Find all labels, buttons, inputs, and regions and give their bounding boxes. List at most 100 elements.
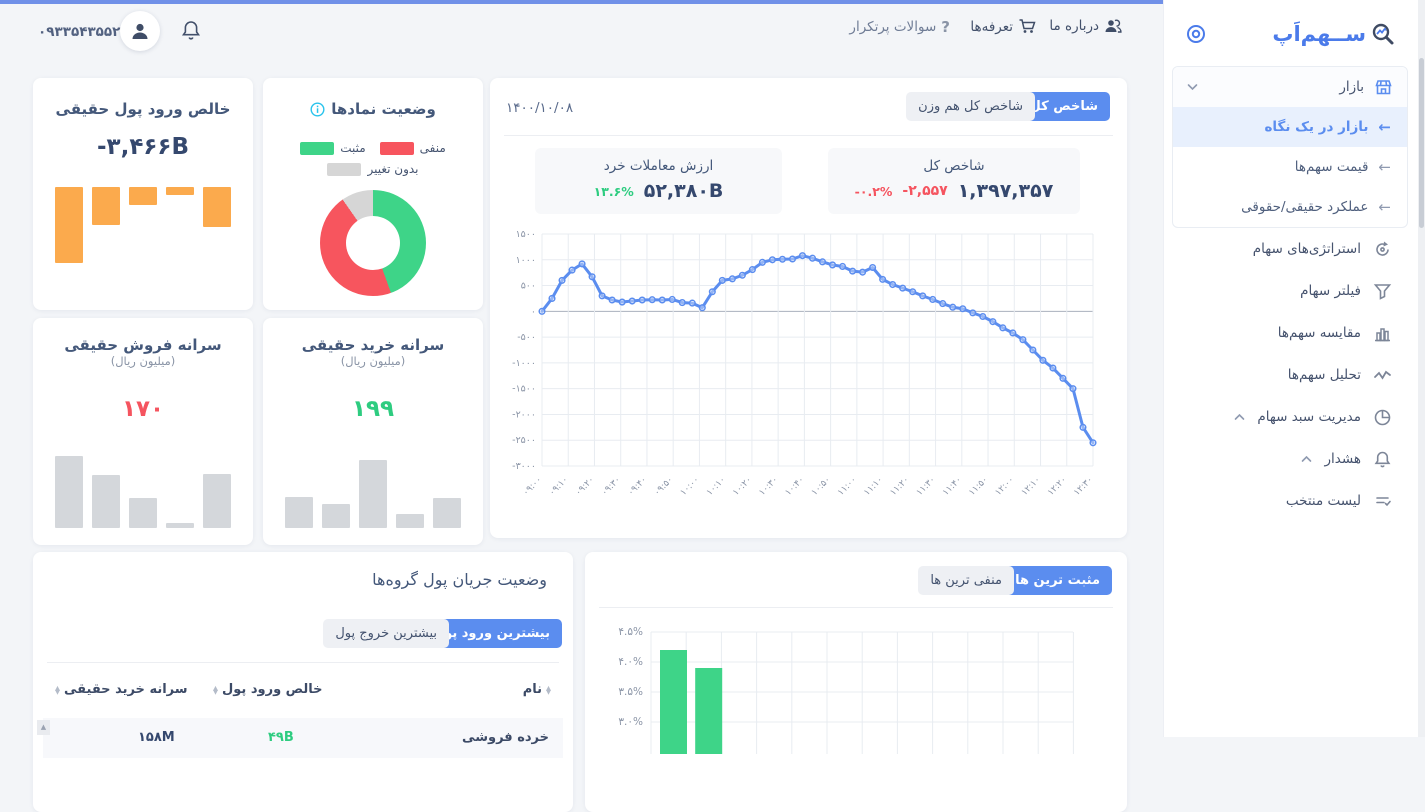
trade-value-statbox: ارزش معاملات خرد ۱۳.۶% ۵۲,۳۸۰B xyxy=(535,148,782,214)
sidebar-item-label: بازار xyxy=(1339,79,1364,95)
sidebar-item-label: هشدار xyxy=(1324,451,1361,467)
store-icon xyxy=(1374,78,1393,97)
pie-chart-icon xyxy=(1373,408,1392,427)
tab-most-positive[interactable]: مثبت ترین ها xyxy=(1003,566,1112,595)
card-title: سرانه فروش حقیقی xyxy=(64,336,222,354)
mini-bar xyxy=(396,514,424,528)
checklist-icon xyxy=(1373,492,1392,511)
users-icon xyxy=(1104,18,1122,34)
column-header-name[interactable]: ▲ ▼ نام xyxy=(522,682,551,697)
mini-bar xyxy=(92,475,120,528)
phone-number[interactable]: ۰۹۳۳۵۴۳۵۵۲۳ xyxy=(38,24,129,40)
svg-text:۱۱:۴۰: ۱۱:۴۰ xyxy=(941,475,964,498)
sort-icon[interactable]: ▲ ▼ xyxy=(213,683,218,696)
sidebar-item-watchlist[interactable]: لیست منتخب xyxy=(1172,480,1408,522)
sidebar: ســهم‌اَپ بازار ← بازار در یک نگاه ← قیم… xyxy=(1163,0,1418,737)
svg-text:۱۵۰۰: ۱۵۰۰ xyxy=(516,229,536,240)
legend-swatch-red xyxy=(379,141,414,155)
column-header-buy-per-capita[interactable]: سرانه خرید حقیقی ▲ ▼ xyxy=(55,682,188,697)
tab-equal-weight-index[interactable]: شاخص کل هم وزن xyxy=(906,92,1035,121)
target-icon[interactable] xyxy=(1185,23,1207,45)
mini-bar xyxy=(166,523,194,528)
sidebar-subitem-label: عملکرد حقیقی/حقوقی xyxy=(1241,199,1369,215)
header-link-faq[interactable]: ? سوالات پرتکرار xyxy=(849,18,950,36)
svg-text:۳.۵%: ۳.۵% xyxy=(618,686,643,698)
svg-text:۱۲:۰۰: ۱۲:۰۰ xyxy=(994,475,1017,498)
header-link-about[interactable]: درباره ما xyxy=(1049,18,1122,34)
svg-text:۱۰:۴۰: ۱۰:۴۰ xyxy=(784,475,807,498)
index-chart-card: شاخص کل شاخص کل هم وزن ۱۴۰۰/۱۰/۰۸ شاخص ک… xyxy=(490,78,1127,538)
svg-text:۰۹:۵۰: ۰۹:۵۰ xyxy=(652,475,675,498)
buy-per-capita-value: ۱۹۹ xyxy=(351,396,395,422)
svg-text:۱۱:۱۰: ۱۱:۱۰ xyxy=(862,475,885,498)
sidebar-item-label: لیست منتخب xyxy=(1285,493,1361,509)
info-icon[interactable] xyxy=(310,101,325,117)
svg-text:-۱۰۰۰: -۱۰۰۰ xyxy=(512,358,536,369)
avatar[interactable] xyxy=(120,11,160,51)
svg-text:۱۲:۳۰: ۱۲:۳۰ xyxy=(1072,475,1095,498)
donut-hole xyxy=(346,216,400,270)
header-link-pricing[interactable]: تعرفه‌ها xyxy=(970,18,1037,35)
sidebar-item-stock-prices[interactable]: ← قیمت سهم‌ها xyxy=(1173,147,1407,187)
sidebar-item-compare-stocks[interactable]: مقایسه سهم‌ها xyxy=(1172,312,1408,354)
svg-text:۱۲:۲۰: ۱۲:۲۰ xyxy=(1046,475,1069,498)
card-title: خالص ورود پول حقیقی xyxy=(55,100,231,118)
app-logo[interactable]: ســهم‌اَپ xyxy=(1272,21,1396,47)
table-scroll-up-arrow[interactable]: ▲ xyxy=(37,720,50,735)
funnel-icon xyxy=(1373,282,1392,301)
legend-swatch-gray xyxy=(327,162,362,176)
chevron-up-icon xyxy=(1234,413,1245,421)
top-movers-card: مثبت ترین ها منفی ترین ها ۴.۵% ۴.۰% ۳.۵% ۳.… xyxy=(585,552,1127,812)
sidebar-item-stock-strategies[interactable]: استراتژی‌های سهام xyxy=(1172,228,1408,270)
legend-positive: مثبت xyxy=(300,141,366,155)
svg-text:۰۹:۲۰: ۰۹:۲۰ xyxy=(574,475,597,498)
sidebar-item-market[interactable]: بازار xyxy=(1173,67,1407,107)
index-change-pct: -۰.۲% xyxy=(854,183,893,199)
question-icon: ? xyxy=(941,18,950,36)
header-link-label: درباره ما xyxy=(1049,18,1099,34)
sidebar-item-stock-filter[interactable]: فیلتر سهام xyxy=(1172,270,1408,312)
card-unit: (میلیون ریال) xyxy=(110,354,176,368)
sidebar-item-real-legal-performance[interactable]: ← عملکرد حقیقی/حقوقی xyxy=(1173,187,1407,227)
svg-text:-۳۰۰۰: -۳۰۰۰ xyxy=(512,461,536,472)
sidebar-subitem-label: قیمت سهم‌ها xyxy=(1294,159,1369,175)
sidebar-item-market-overview[interactable]: ← بازار در یک نگاه xyxy=(1173,107,1407,147)
mini-bar xyxy=(285,497,313,528)
sort-icon[interactable]: ▲ ▼ xyxy=(546,683,551,696)
notifications-bell-icon[interactable] xyxy=(180,19,202,43)
pulse-line-icon xyxy=(1373,366,1392,385)
buy-per-capita-card: سرانه خرید حقیقی (میلیون ریال) ۱۹۹ xyxy=(263,318,483,545)
cart-icon xyxy=(1018,18,1037,35)
svg-text:۱۱:۳۰: ۱۱:۳۰ xyxy=(915,475,938,498)
tab-most-negative[interactable]: منفی ترین ها xyxy=(918,566,1014,595)
svg-text:۴.۰%: ۴.۰% xyxy=(618,656,643,668)
tab-most-outflow[interactable]: بیشترین خروج پول xyxy=(323,619,449,648)
column-header-net-inflow[interactable]: خالص ورود پول ▲ ▼ xyxy=(213,682,323,697)
svg-text:۱۰:۳۰: ۱۰:۳۰ xyxy=(757,475,780,498)
svg-text:۰۹:۴۰: ۰۹:۴۰ xyxy=(626,475,649,498)
page-scrollbar[interactable] xyxy=(1418,0,1425,737)
chevron-up-icon xyxy=(1301,455,1312,463)
chevron-down-icon xyxy=(1187,83,1198,91)
svg-text:۳.۰%: ۳.۰% xyxy=(618,716,643,728)
card-title: سرانه خرید حقیقی xyxy=(301,336,445,354)
mini-bar xyxy=(92,187,120,225)
mini-bar xyxy=(359,460,387,528)
header-link-label: تعرفه‌ها xyxy=(970,18,1013,35)
trade-value-change: ۱۳.۶% xyxy=(593,183,634,199)
row-net-inflow: ۴۹B xyxy=(268,730,294,745)
card-title: وضعیت نمادها xyxy=(331,100,436,118)
svg-text:۵۰۰: ۵۰۰ xyxy=(521,281,536,292)
sort-icon[interactable]: ▲ ▼ xyxy=(55,683,60,696)
legend-swatch-green xyxy=(300,141,335,155)
symbols-donut-chart xyxy=(320,190,426,296)
scrollbar-thumb[interactable] xyxy=(1419,58,1424,228)
stat-label: ارزش معاملات خرد xyxy=(603,158,714,174)
sidebar-item-alerts[interactable]: هشدار xyxy=(1172,438,1408,480)
sidebar-item-analyze-stocks[interactable]: تحلیل سهم‌ها xyxy=(1172,354,1408,396)
sidebar-item-label: مدیریت سبد سهام xyxy=(1257,409,1361,425)
table-row[interactable]: خرده فروشی ۴۹B ۱۵۸M xyxy=(43,718,563,758)
symbols-status-card: وضعیت نمادها منفی مثبت بدون تغییر xyxy=(263,78,483,310)
mini-bar xyxy=(129,187,157,205)
sidebar-item-portfolio-management[interactable]: مدیریت سبد سهام xyxy=(1172,396,1408,438)
